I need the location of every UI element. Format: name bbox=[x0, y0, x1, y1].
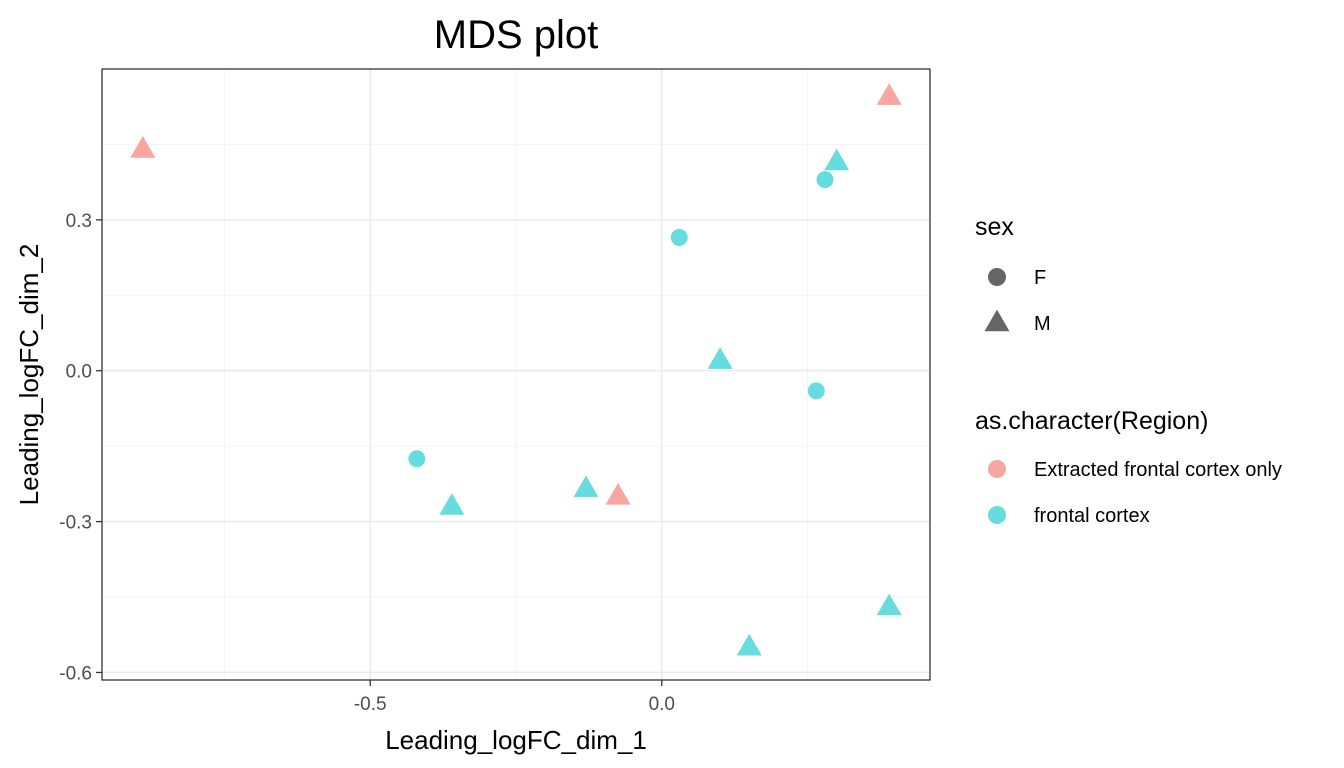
y-axis-title: Leading_logFC_dim_2 bbox=[14, 244, 44, 506]
legend-title-sex: sex bbox=[975, 213, 1014, 241]
legend-key-color bbox=[988, 460, 1006, 478]
data-point-triangle bbox=[876, 593, 902, 616]
x-axis-title: Leading_logFC_dim_1 bbox=[385, 725, 647, 755]
grid-layer bbox=[102, 69, 930, 680]
y-tick-label: 0.0 bbox=[66, 362, 92, 383]
y-tick-label: -0.3 bbox=[59, 513, 92, 534]
plot-title: MDS plot bbox=[434, 13, 599, 57]
legend-key-triangle bbox=[984, 309, 1010, 332]
data-point-triangle bbox=[824, 148, 850, 171]
legend-label-m: M bbox=[1034, 313, 1051, 335]
y-tick-label: -0.6 bbox=[59, 663, 92, 684]
data-point-triangle bbox=[707, 347, 733, 369]
legend-title-region: as.character(Region) bbox=[975, 407, 1208, 435]
legend: sex F Mas.character(Region) Extracted front… bbox=[975, 213, 1282, 527]
ticks-layer: -0.5 0.0 -0.6 -0.3 0.0 0.3 bbox=[59, 211, 675, 715]
legend-label-f: F bbox=[1034, 267, 1046, 289]
data-point-circle bbox=[807, 382, 825, 400]
legend-label-region: Extracted frontal cortex only bbox=[1034, 459, 1282, 481]
panel-border bbox=[101, 68, 931, 681]
data-point-triangle bbox=[439, 493, 465, 515]
data-point-circle bbox=[408, 450, 426, 468]
points-layer bbox=[130, 83, 902, 656]
data-point-triangle bbox=[736, 633, 762, 656]
x-tick-label: -0.5 bbox=[354, 694, 387, 715]
data-point-triangle bbox=[605, 483, 631, 505]
data-point-triangle bbox=[573, 475, 599, 498]
legend-label-region: frontal cortex bbox=[1034, 505, 1150, 527]
x-tick-label: 0.0 bbox=[649, 694, 675, 715]
y-tick-label: 0.3 bbox=[66, 211, 92, 232]
legend-key-color bbox=[988, 506, 1006, 524]
legend-key-circle bbox=[988, 268, 1006, 286]
data-point-circle bbox=[670, 228, 688, 246]
data-point-circle bbox=[816, 171, 834, 189]
data-point-triangle bbox=[876, 83, 902, 105]
data-point-triangle bbox=[130, 136, 156, 158]
